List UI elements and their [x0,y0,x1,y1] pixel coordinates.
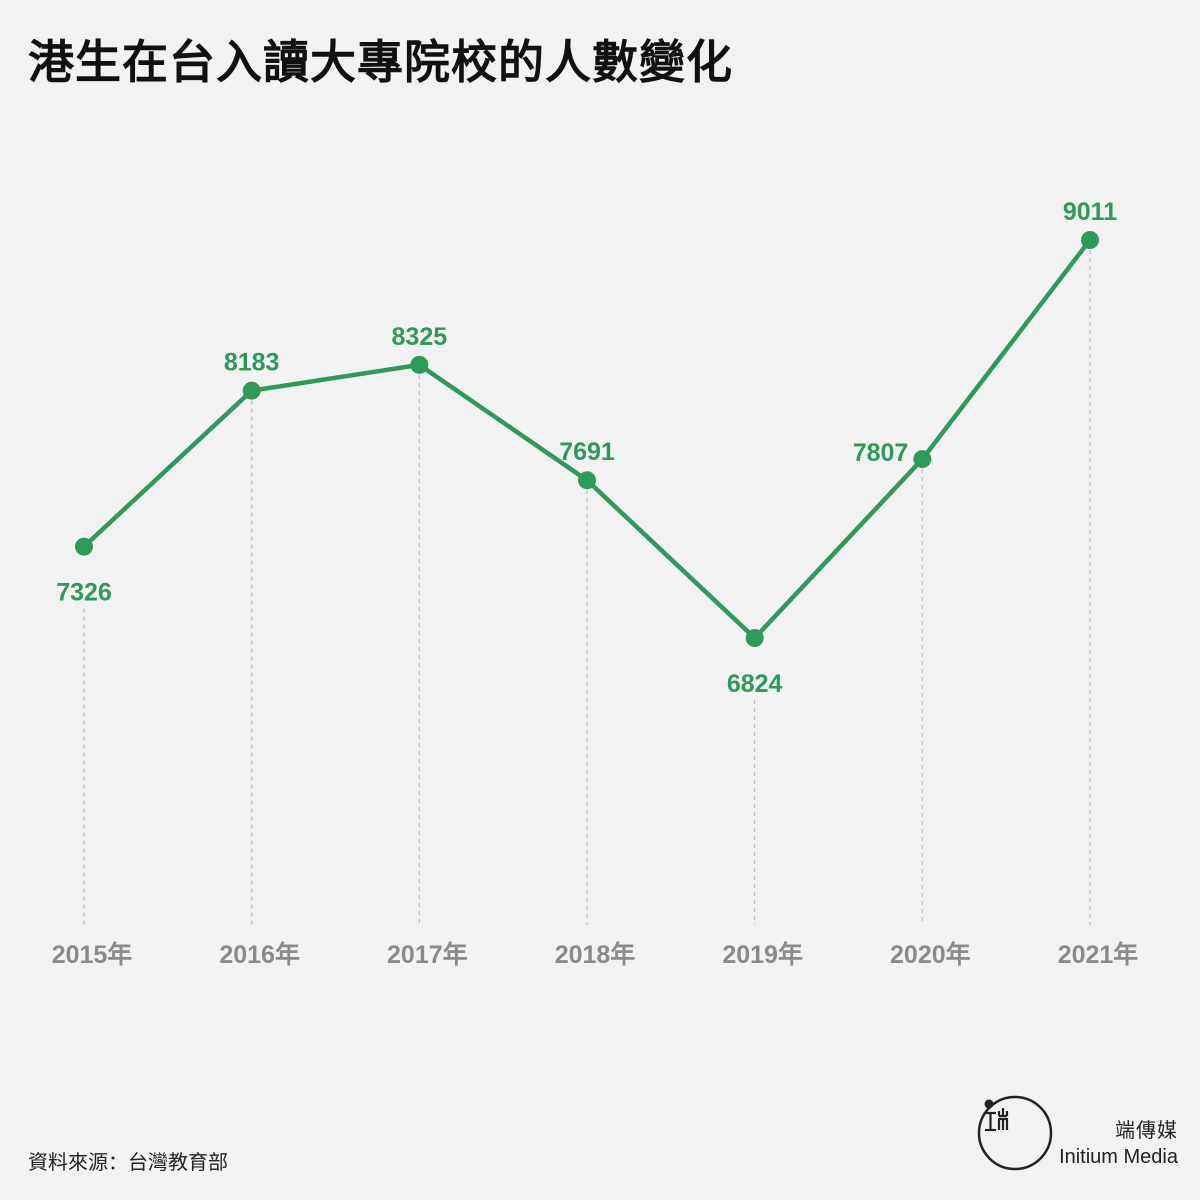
page-title: 港生在台入讀大專院校的人數變化 [28,36,733,88]
x-tick-label: 2017年 [387,940,468,969]
brand: 端傳媒 Initium Media [1059,1118,1178,1170]
x-tick-label: 2020年 [890,940,971,969]
data-point [242,381,261,400]
data-label: 7326 [56,579,112,607]
data-label: 6824 [727,670,783,698]
line-chart: 7326 8183 8325 7691 6824 7807 9011 2015年 2016年 20… [52,198,1139,969]
data-label: 8183 [224,349,280,377]
x-tick-label: 2015年 [52,940,133,969]
data-label: 8325 [392,323,448,351]
data-point [745,629,764,647]
x-tick-label: 2021年 [1058,940,1139,969]
data-point [75,537,93,556]
x-tick-label: 2019年 [722,940,803,969]
data-source: 資料來源：台灣教育部 [28,1152,228,1174]
x-tick-label: 2016年 [219,940,300,969]
data-point [1081,231,1099,249]
x-tick-label: 2018年 [555,940,636,969]
initium-logo-icon [977,1095,1053,1171]
data-label: 9011 [1063,198,1117,226]
data-point [578,471,596,490]
brand-name-en: Initium Media [1059,1146,1178,1168]
data-label: 7691 [559,438,615,466]
brand-name-cn: 端傳媒 [1115,1120,1178,1142]
data-point [410,355,429,374]
data-label: 7807 [853,439,909,467]
data-point [913,450,932,469]
